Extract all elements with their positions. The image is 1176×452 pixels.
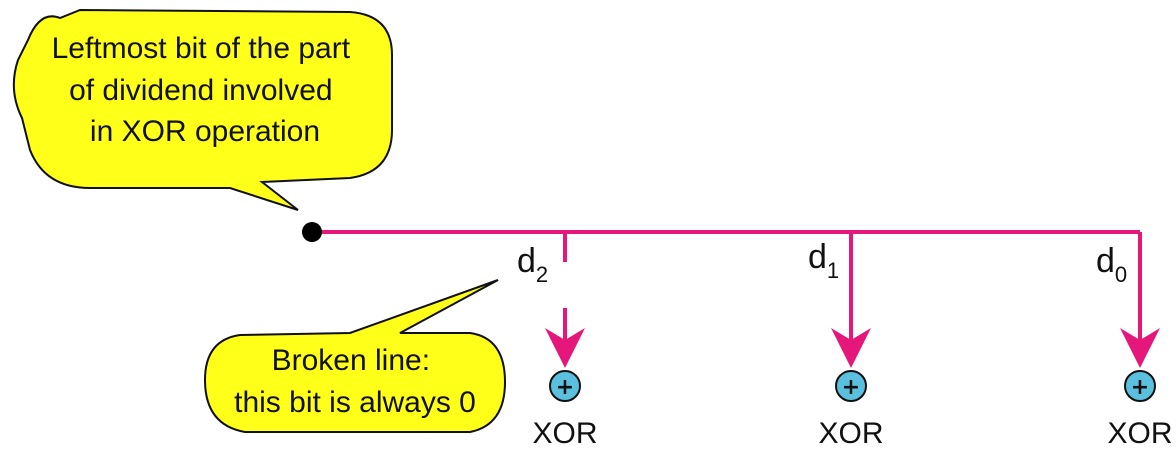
xor-gate-d0: + XOR (1107, 370, 1173, 450)
xor-circle-icon (835, 370, 867, 402)
xor-label: XOR (1107, 417, 1172, 450)
bit-label-d0: d0 (1096, 242, 1127, 287)
xor-plus-icon: + (556, 375, 574, 400)
xor-circle-icon (1124, 370, 1156, 402)
xor-circle-icon (549, 370, 581, 402)
leftmost-bit-dot (302, 222, 322, 242)
xor-plus-icon: + (1131, 375, 1149, 400)
bottom-callout-bubble (203, 279, 507, 433)
xor-gate-d1: + XOR (818, 370, 884, 450)
xor-label: XOR (818, 417, 883, 450)
xor-plus-icon: + (842, 375, 860, 400)
bit-label-d1: d1 (808, 238, 839, 283)
top-callout-text: Leftmost bit of the part of dividend inv… (52, 32, 359, 148)
top-callout-bubble (12, 8, 393, 211)
xor-label: XOR (532, 417, 597, 450)
bit-label-d2: d2 (517, 242, 548, 287)
bottom-callout-text: Broken line: this bit is always 0 (234, 344, 476, 419)
xor-gate-d2: + XOR (532, 370, 598, 450)
